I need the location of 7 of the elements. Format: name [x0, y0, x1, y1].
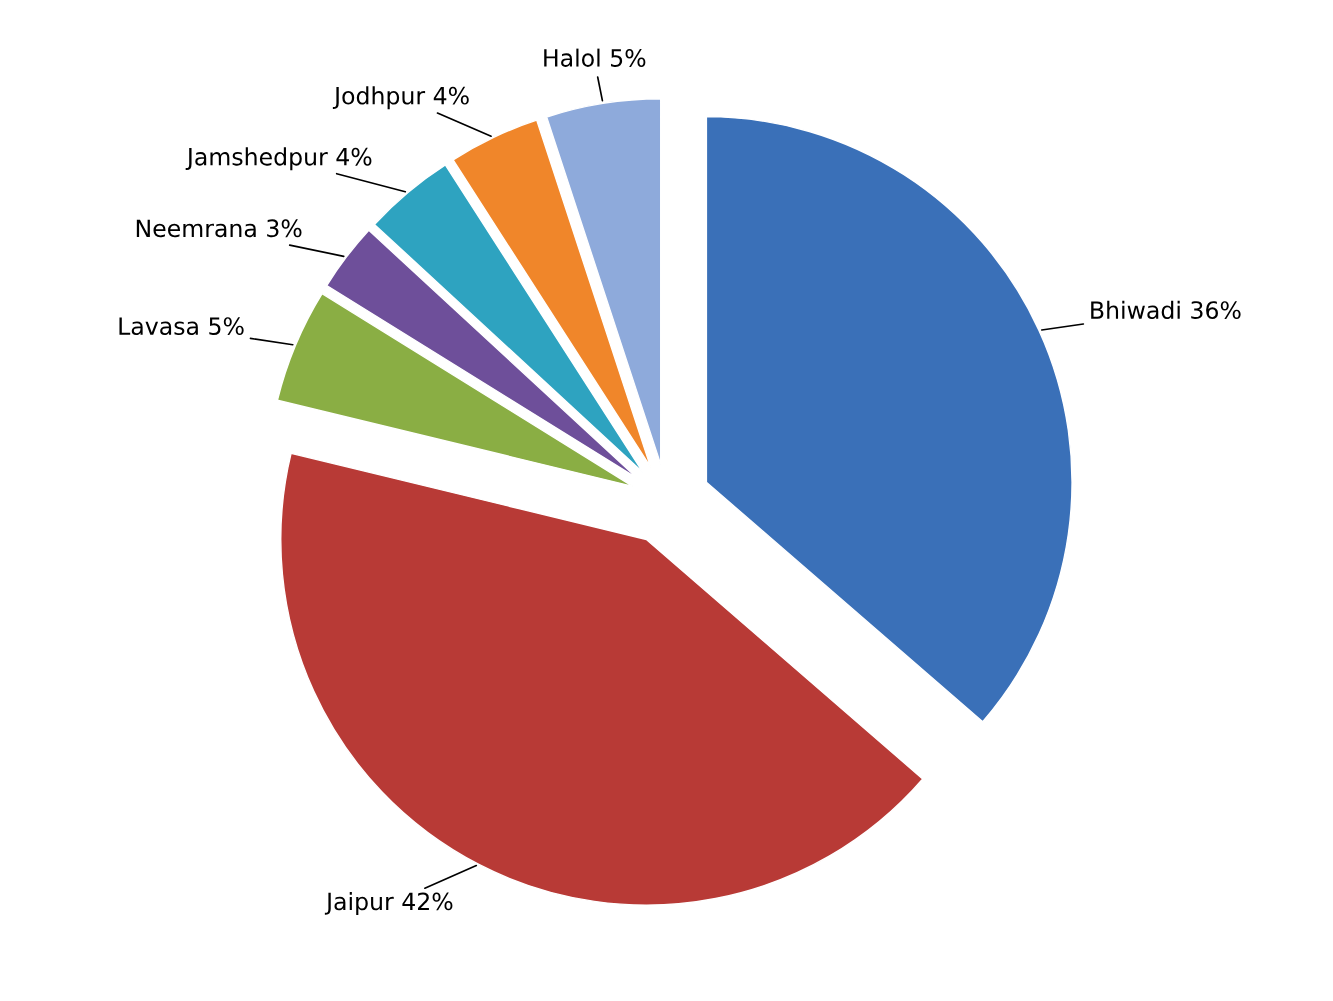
slice-label: Jodhpur 4% — [332, 86, 469, 110]
slice-label: Bhiwadi 36% — [1091, 300, 1241, 320]
slice-label: Neemrana 3% — [136, 219, 302, 238]
slice-label: Halol 5% — [544, 48, 646, 67]
slice-label: Lavasa 5% — [119, 317, 244, 336]
slice-label: Jamshedpur 4% — [185, 147, 372, 171]
slice-label: Jaipur 42% — [324, 892, 453, 915]
